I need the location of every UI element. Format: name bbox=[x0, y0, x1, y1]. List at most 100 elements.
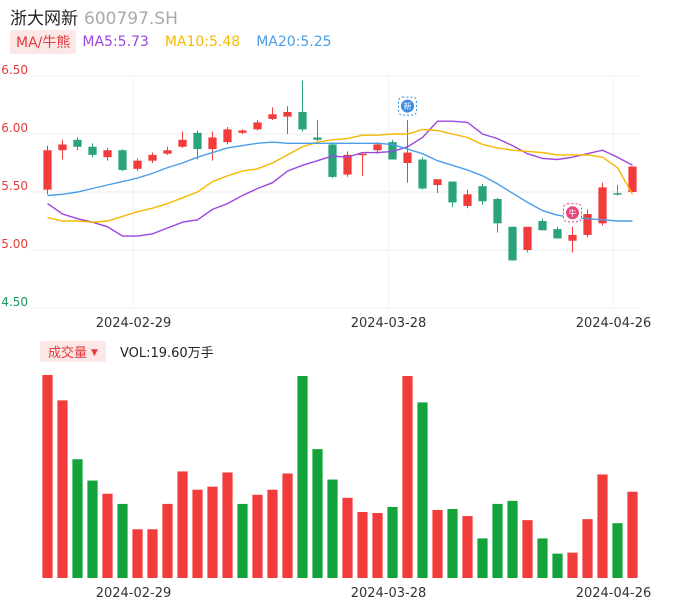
stock-name: 浙大网新 bbox=[10, 9, 78, 29]
volume-date-label: 2024-02-29 bbox=[96, 586, 172, 601]
price-date-label: 2024-02-29 bbox=[96, 316, 172, 331]
candle-body bbox=[583, 214, 592, 235]
volume-bar bbox=[507, 500, 518, 578]
volume-bar bbox=[462, 516, 473, 578]
volume-bar bbox=[132, 529, 143, 578]
stock-code: 600797.SH bbox=[84, 9, 178, 29]
candle-body bbox=[613, 193, 622, 195]
volume-bar bbox=[612, 523, 623, 578]
volume-bar bbox=[162, 503, 173, 578]
volume-button-label: 成交量 bbox=[48, 345, 88, 361]
price-date-label: 2024-04-26 bbox=[576, 316, 652, 331]
price-grid bbox=[31, 75, 640, 309]
volume-bar bbox=[567, 552, 578, 578]
volume-bar bbox=[327, 479, 338, 578]
candle-body bbox=[268, 114, 277, 119]
triangle-down-icon: ▼ bbox=[91, 348, 98, 358]
candle-body bbox=[118, 150, 127, 170]
ma20-legend: MA20:5.25 bbox=[256, 34, 332, 50]
candle-body bbox=[553, 229, 562, 239]
volume-bar bbox=[297, 376, 308, 578]
stock-header: 浙大网新 600797.SH bbox=[10, 4, 178, 29]
volume-bar bbox=[117, 503, 128, 578]
candle-body bbox=[493, 198, 502, 224]
moving-averages bbox=[47, 120, 634, 237]
marker-dot bbox=[566, 206, 579, 220]
volume-date-label: 2024-03-28 bbox=[351, 586, 427, 601]
marker-dot bbox=[401, 99, 414, 113]
volume-bar bbox=[432, 509, 443, 578]
candle-body bbox=[448, 181, 457, 203]
volume-bar bbox=[147, 529, 158, 578]
candle-body bbox=[283, 111, 292, 117]
candle-body bbox=[403, 152, 412, 163]
candle-body bbox=[358, 153, 367, 156]
volume-bar bbox=[402, 376, 413, 578]
volume-bar bbox=[372, 513, 383, 578]
candle-body bbox=[298, 111, 307, 130]
price-axis: 6.50 6.00 5.50 5.00 4.50 bbox=[1, 63, 28, 309]
candle-body bbox=[463, 194, 472, 206]
date-axis: 2024-02-29 2024-03-28 2024-04-26 2024-02-29… bbox=[96, 316, 652, 601]
candle-body bbox=[148, 154, 157, 161]
candlesticks bbox=[43, 80, 637, 261]
ma20-line bbox=[47, 141, 633, 222]
volume-bar bbox=[492, 503, 503, 578]
volume-indicator-button[interactable]: 成交量 ▼ bbox=[40, 340, 106, 362]
volume-bar bbox=[597, 474, 608, 578]
volume-bar bbox=[522, 520, 533, 578]
marker-symbol: 新 bbox=[404, 101, 412, 111]
price-date-label: 2024-03-28 bbox=[351, 316, 427, 331]
y-tick-label: 6.50 bbox=[1, 63, 28, 77]
ma10-legend: MA10:5.48 bbox=[164, 34, 241, 50]
y-tick-label: 5.00 bbox=[1, 237, 28, 251]
volume-bar bbox=[42, 375, 53, 578]
candle-body bbox=[253, 122, 262, 130]
volume-bar bbox=[387, 506, 398, 578]
candle-body bbox=[193, 132, 202, 150]
volume-bar bbox=[87, 480, 98, 578]
volume-bar bbox=[267, 489, 278, 578]
volume-bar bbox=[447, 508, 458, 578]
candle-body bbox=[238, 130, 247, 133]
volume-bar bbox=[177, 471, 188, 578]
candle-body bbox=[88, 146, 97, 155]
candle-body bbox=[538, 221, 547, 231]
volume-bar bbox=[627, 491, 638, 578]
ma5-line bbox=[47, 120, 633, 237]
volume-bar bbox=[312, 449, 323, 578]
volume-bar bbox=[342, 497, 353, 578]
volume-bar bbox=[207, 486, 218, 578]
candle-body bbox=[508, 226, 517, 261]
candle-body bbox=[418, 159, 427, 189]
y-tick-label: 6.00 bbox=[1, 121, 28, 135]
volume-bar bbox=[282, 473, 293, 578]
candle-body bbox=[433, 179, 442, 186]
candle-body bbox=[43, 150, 52, 190]
ma10-line bbox=[47, 128, 634, 223]
candle-body bbox=[73, 139, 82, 147]
candle-body bbox=[478, 186, 487, 202]
volume-bar bbox=[57, 400, 68, 578]
volume-bar bbox=[477, 538, 488, 578]
candle-body bbox=[223, 129, 232, 143]
candle-body bbox=[178, 139, 187, 147]
candle-body bbox=[343, 154, 352, 175]
candle-body bbox=[208, 137, 217, 150]
y-tick-label: 4.50 bbox=[1, 295, 28, 309]
volume-legend: 成交量 ▼ VOL:19.60万手 bbox=[40, 340, 214, 362]
candle-body bbox=[58, 144, 67, 151]
volume-bar bbox=[417, 402, 428, 578]
candle-body bbox=[523, 226, 532, 250]
y-tick-label: 5.50 bbox=[1, 179, 28, 193]
marker-symbol: 牛 bbox=[569, 208, 577, 218]
volume-bar bbox=[252, 494, 263, 578]
volume-date-label: 2024-04-26 bbox=[576, 586, 652, 601]
candle-body bbox=[598, 187, 607, 224]
candle-body bbox=[373, 144, 382, 151]
candle-body bbox=[568, 234, 577, 241]
ma-toggle-button[interactable]: MA/牛熊 bbox=[10, 30, 77, 54]
volume-bar bbox=[357, 512, 368, 578]
candle-body bbox=[103, 150, 112, 158]
